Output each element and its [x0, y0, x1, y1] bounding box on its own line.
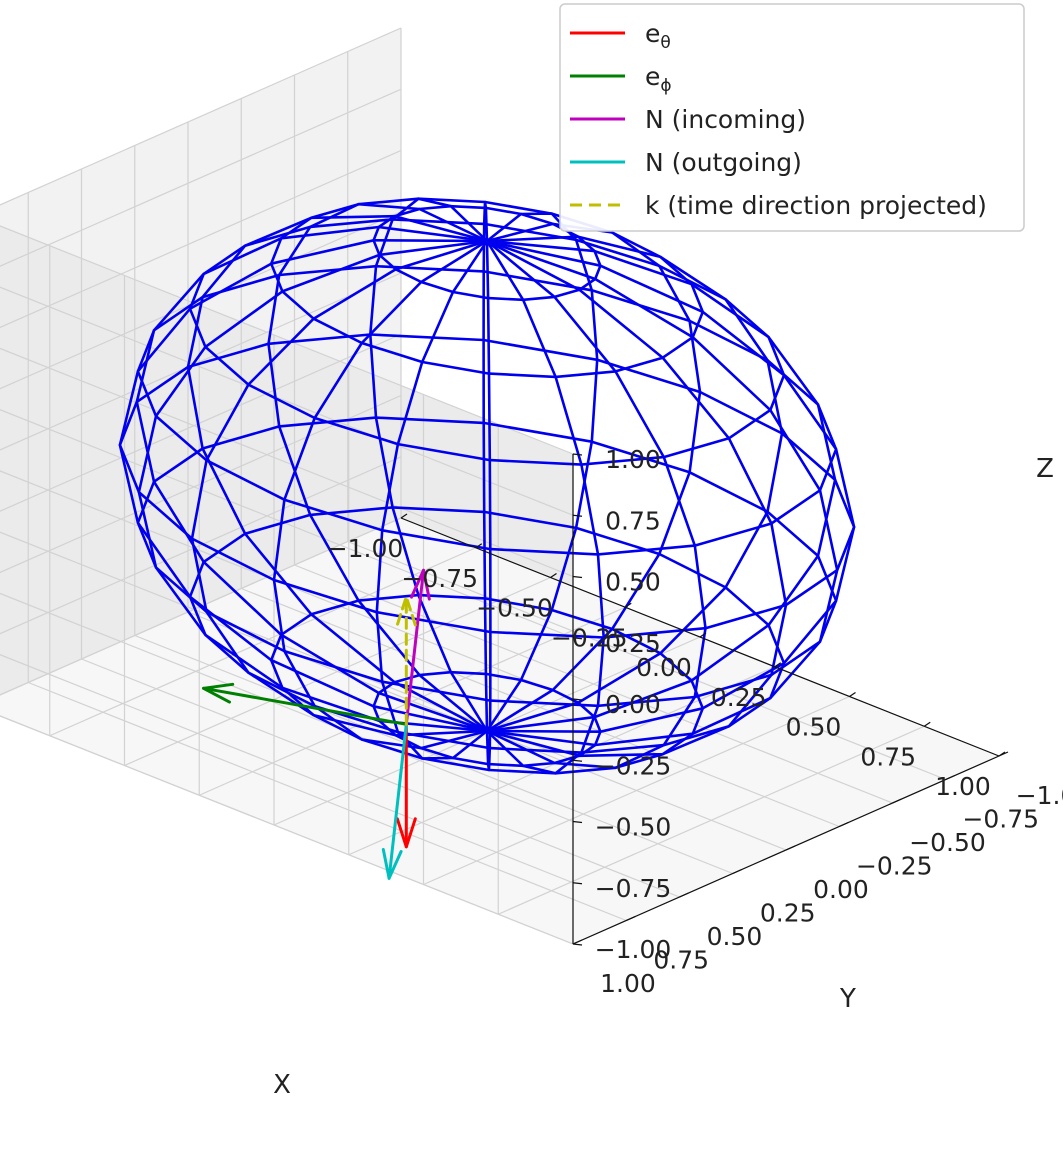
axis-labels: X Y Z	[273, 454, 1054, 1100]
x-tick-mark	[400, 513, 408, 519]
x-tick-label: 0.00	[636, 653, 692, 682]
y-tick-mark	[572, 939, 583, 945]
x-tick-label: 1.00	[935, 772, 991, 801]
z-tick-mark	[572, 820, 583, 824]
z-tick-mark	[572, 514, 583, 517]
legend-label: eϕ	[645, 62, 672, 96]
x-tick-label: −0.25	[551, 623, 628, 652]
grid-line	[423, 695, 850, 886]
z-tick-label: 0.25	[605, 629, 661, 658]
y-tick-mark	[892, 798, 902, 804]
vector-N_incoming	[404, 568, 426, 726]
y-tick-label: −0.50	[909, 828, 986, 857]
y-tick-label: 0.75	[653, 946, 709, 975]
y-tick-mark	[998, 751, 1009, 757]
grid-line	[134, 634, 733, 875]
legend-label: eθ	[645, 19, 671, 53]
x-tick-label: −1.00	[327, 534, 404, 563]
z-tick-label: −0.50	[595, 813, 672, 842]
grid-line	[0, 88, 402, 267]
x-tick-mark	[624, 602, 632, 608]
legend-label: k (time direction projected)	[645, 191, 987, 220]
sphere-parallel	[269, 197, 705, 379]
legend-label: N (incoming)	[645, 105, 806, 134]
legend: eθ eϕ N (incoming) N (outgoing) k (time dire…	[559, 3, 1025, 232]
vector-head-e_theta	[395, 817, 417, 849]
grid-line	[81, 658, 680, 898]
vector-head-N_outgoing	[381, 848, 403, 880]
z-tick-label: 1.00	[605, 445, 661, 474]
y-tick-label: 0.00	[813, 875, 869, 904]
vector-e_phi	[202, 686, 408, 726]
z-tick-label: −0.75	[595, 874, 672, 903]
vector-arrows	[202, 568, 431, 880]
y-tick-label: 0.25	[760, 899, 816, 928]
sphere-parallel	[269, 593, 705, 775]
x-tick-label: −0.50	[476, 594, 553, 623]
z-tick-label: −1.00	[595, 935, 672, 964]
z-tick-mark	[572, 882, 583, 885]
y-tick-mark	[839, 821, 849, 828]
z-tick-label: 0.00	[605, 690, 661, 719]
x-tick-label: 0.50	[786, 713, 842, 742]
axis-lines	[400, 453, 1009, 946]
z-tick-mark	[572, 759, 583, 762]
x-tick-label: 0.25	[711, 683, 767, 712]
grid-line	[0, 27, 402, 206]
y-axis-label: Y	[839, 984, 856, 1014]
sphere-parallel	[188, 506, 786, 754]
y-tick-mark	[732, 868, 742, 875]
y-tick-mark	[626, 915, 636, 922]
grid-line	[28, 681, 627, 922]
y-tick-mark	[945, 774, 955, 781]
z-axis-label: Z	[1036, 454, 1054, 484]
y-tick-label: −1.00	[1016, 781, 1063, 810]
grid-line	[0, 715, 574, 945]
vector-head-k_projected	[395, 595, 417, 627]
legend-box	[559, 3, 1025, 232]
y-tick-mark	[785, 845, 796, 851]
x-tick-mark	[923, 721, 931, 727]
x-tick-mark	[849, 692, 856, 697]
x-tick-label: −0.75	[401, 564, 478, 593]
z-tick-label: 0.75	[605, 506, 661, 535]
sphere-wireframe	[118, 197, 856, 775]
z-tick-mark	[572, 943, 583, 946]
z-tick-mark	[572, 453, 583, 456]
sphere-parallel	[136, 264, 838, 556]
sphere-parallel	[188, 218, 786, 466]
sphere-parallel	[118, 333, 856, 639]
vector-head-e_phi	[202, 682, 235, 704]
x-tick-mark	[699, 632, 707, 638]
tick-labels: −1.00−0.75−0.50−0.250.000.250.500.751.00…	[327, 445, 1063, 998]
x-axis-label: X	[273, 1070, 291, 1100]
vector-head-N_incoming	[410, 568, 431, 601]
x-tick-mark	[550, 573, 557, 578]
z-tick-label: 0.50	[605, 568, 661, 597]
z-tick-mark	[572, 637, 583, 640]
y-tick-label: −0.25	[856, 852, 933, 881]
grid-line	[0, 149, 402, 329]
z-tick-mark	[572, 575, 583, 579]
y-tick-label: 0.50	[707, 922, 763, 951]
grid-line	[0, 347, 574, 578]
y-tick-label: −0.75	[962, 805, 1039, 834]
legend-label: N (outgoing)	[645, 148, 802, 177]
x-tick-mark	[774, 662, 782, 668]
sphere-parallel	[372, 670, 602, 768]
grid-line	[0, 225, 574, 455]
sphere-parallel	[372, 204, 602, 302]
vector-N_outgoing	[387, 722, 408, 880]
z-tick-label: −0.25	[595, 751, 672, 780]
y-tick-mark	[679, 892, 689, 898]
grid-line	[498, 725, 925, 915]
y-tick-label: 1.00	[600, 969, 656, 998]
z-tick-mark	[572, 698, 583, 701]
sphere-parallel	[136, 416, 838, 708]
x-tick-label: 0.75	[860, 742, 916, 771]
x-tick-mark	[475, 543, 483, 549]
